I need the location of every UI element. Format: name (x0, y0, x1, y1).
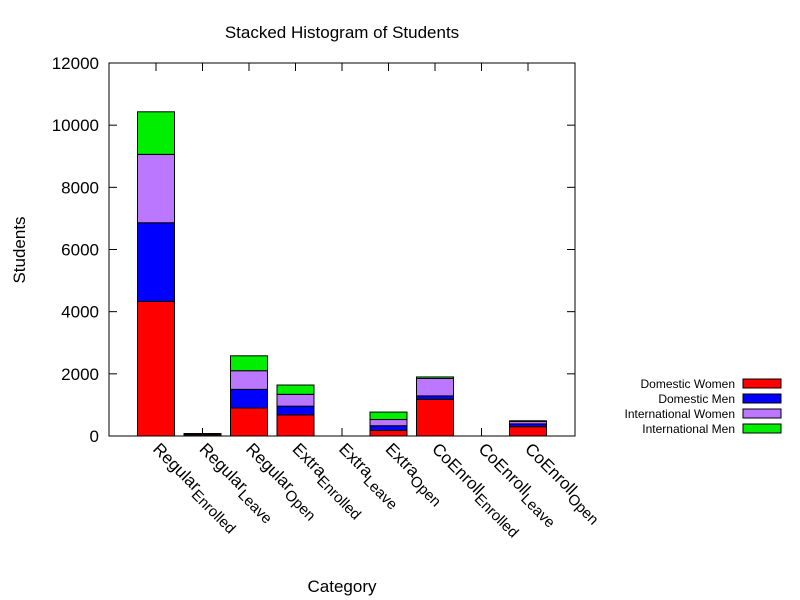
x-tick-label-base: Regular (149, 439, 205, 495)
x-tick-label-subscript: Enrolled (188, 486, 239, 537)
x-tick-label-base: Regular (242, 439, 298, 495)
bar-segment-international-men (230, 355, 268, 372)
bar-segment-international-women (137, 153, 175, 224)
bar-segment-international-men (183, 433, 222, 435)
y-tick-label: 6000 (61, 241, 99, 260)
legend-swatch (742, 393, 782, 404)
bar-segment-international-women (369, 419, 408, 427)
bar-segment-domestic-men (137, 222, 175, 302)
bar-segment-international-men (416, 376, 454, 379)
x-tick-label-subscript: Enrolled (471, 490, 522, 541)
x-tick-label: RegularEnrolled (146, 439, 244, 537)
bar-segment-international-men (276, 384, 315, 395)
chart-title: Stacked Histogram of Students (225, 23, 459, 42)
x-tick-label-subscript: Leave (360, 472, 401, 513)
legend-swatch (742, 423, 782, 434)
legend-label: International Women (624, 407, 735, 421)
plot-frame (108, 62, 576, 437)
y-tick-label: 2000 (61, 365, 99, 384)
bar-segment-domestic-women (137, 300, 175, 437)
x-tick-label-subscript: Open (564, 490, 602, 528)
bar-segment-domestic-women (416, 398, 454, 437)
y-tick-label: 8000 (61, 178, 99, 197)
y-tick-label: 12000 (52, 54, 99, 73)
y-tick-label: 10000 (52, 116, 99, 135)
legend-swatch (742, 408, 782, 419)
x-axis-label: Category (308, 577, 377, 596)
legend-label: Domestic Men (658, 392, 735, 406)
bar-segment-international-men (509, 420, 547, 422)
bar-segment-domestic-women (369, 429, 408, 437)
plot-area: 020004000600080001000012000RegularEnroll… (52, 54, 602, 541)
x-tick-label: CoEnrollEnrolled (425, 439, 527, 541)
bar-segment-international-men (137, 111, 175, 155)
y-tick-label: 0 (90, 427, 99, 446)
x-tick-label-subscript: Leave (517, 490, 558, 531)
x-tick-label-base: Regular (196, 439, 252, 495)
bar-segment-international-men (369, 411, 408, 421)
bar-segment-domestic-women (509, 426, 547, 437)
bar-segment-international-women (276, 393, 315, 407)
bar-segment-domestic-women (276, 414, 315, 437)
legend-swatch (742, 378, 782, 389)
bar-segment-domestic-men (416, 395, 454, 400)
legend-label: Domestic Women (641, 377, 735, 391)
bar-segment-international-women (416, 377, 454, 397)
x-tick-label-subscript: Leave (234, 486, 275, 527)
y-axis-label: Students (10, 216, 29, 283)
x-tick-label-subscript: Open (281, 486, 319, 524)
legend-label: International Men (642, 422, 735, 436)
bar-segment-domestic-men (230, 388, 268, 409)
bar-segment-international-women (230, 370, 268, 390)
bar-segment-domestic-men (369, 425, 408, 431)
x-tick-label-subscript: Open (406, 472, 444, 510)
bar-segment-domestic-men (276, 405, 315, 416)
x-tick-label-subscript: Enrolled (313, 472, 364, 523)
bar-segment-domestic-women (230, 407, 268, 437)
y-tick-label: 4000 (61, 303, 99, 322)
